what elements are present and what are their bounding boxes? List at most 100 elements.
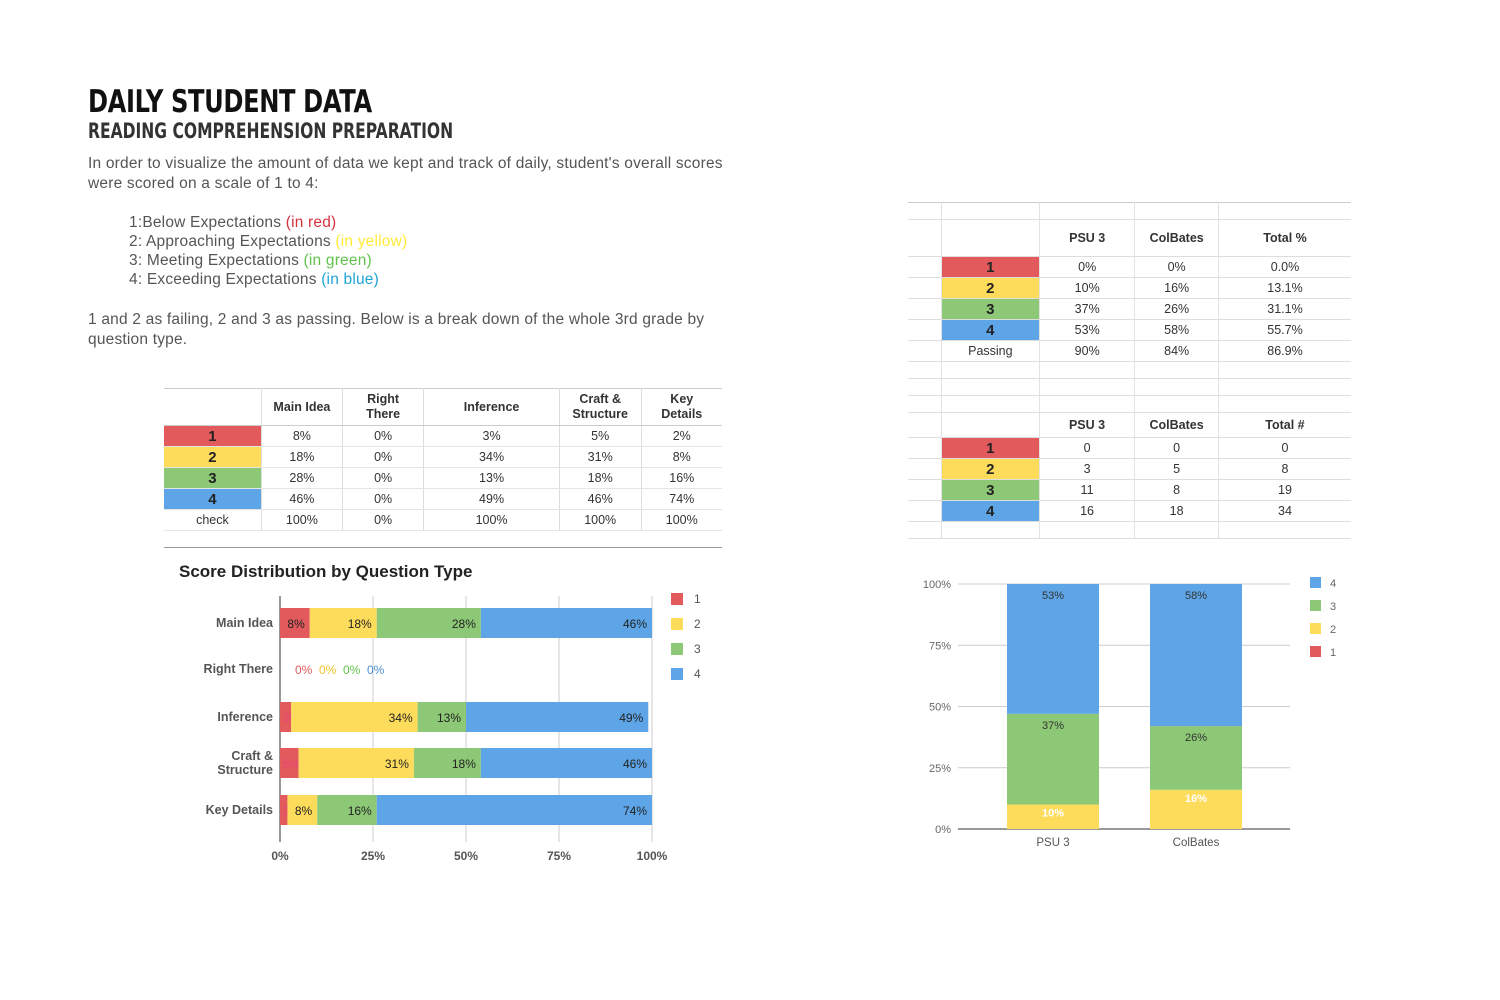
table-row: 3 37% 26% 31.1% bbox=[908, 298, 1351, 320]
table-row: 3 28% 0% 13% 18% 16% bbox=[164, 467, 722, 489]
legend-swatch bbox=[671, 643, 683, 655]
legend-swatch bbox=[1310, 600, 1321, 611]
x-category-label: PSU 3 bbox=[1036, 837, 1069, 849]
data-label: 34% bbox=[389, 711, 413, 725]
legend-swatch bbox=[1310, 623, 1321, 634]
table-header-cell bbox=[941, 412, 1040, 438]
y-category-label: Craft & bbox=[231, 749, 273, 763]
bar-segment bbox=[480, 748, 652, 778]
x-tick-label: 50% bbox=[454, 849, 478, 863]
question-type-table: Main Idea Right There Inference Craft & … bbox=[164, 388, 722, 548]
bar-segment bbox=[1007, 804, 1099, 829]
legend-label: 1 bbox=[1330, 647, 1336, 659]
legend-swatch bbox=[671, 593, 683, 605]
data-label: 8% bbox=[295, 804, 313, 818]
level-item: 3: Meeting Expectations (in green) bbox=[129, 252, 372, 269]
data-label: 26% bbox=[1185, 732, 1207, 744]
bar-segment bbox=[280, 608, 310, 638]
table-row: 1 8% 0% 3% 5% 2% bbox=[164, 425, 722, 447]
data-label: 0% bbox=[343, 663, 361, 677]
legend-swatch bbox=[671, 618, 683, 630]
table-header-cell: Total % bbox=[1218, 219, 1351, 257]
table-header-cell: Key Details bbox=[641, 388, 722, 426]
data-label: 46% bbox=[623, 757, 647, 771]
table-header-cell: ColBates bbox=[1134, 412, 1219, 438]
table-row: 3 11 8 19 bbox=[908, 479, 1351, 501]
data-label: 58% bbox=[1185, 590, 1207, 602]
y-tick-label: 75% bbox=[929, 640, 951, 652]
intro-text: In order to visualize the amount of data… bbox=[88, 155, 723, 192]
bar-segment bbox=[376, 608, 481, 638]
bar-segment bbox=[309, 608, 377, 638]
level-item: 2: Approaching Expectations (in yellow) bbox=[129, 233, 408, 250]
data-label: 16% bbox=[1185, 793, 1207, 805]
data-label: 8% bbox=[287, 617, 305, 631]
data-label: 74% bbox=[623, 804, 647, 818]
legend-label: 4 bbox=[694, 667, 701, 681]
table-header-cell bbox=[164, 388, 262, 426]
x-tick-label: 0% bbox=[271, 849, 289, 863]
x-tick-label: 25% bbox=[361, 849, 385, 863]
bar-segment bbox=[298, 748, 414, 778]
y-tick-label: 50% bbox=[929, 702, 951, 714]
data-label: 49% bbox=[619, 711, 643, 725]
data-label: 0% bbox=[367, 663, 385, 677]
chart-title: Score Distribution by Question Type bbox=[179, 562, 472, 581]
x-category-label: ColBates bbox=[1173, 837, 1220, 849]
bar-segment bbox=[317, 795, 377, 825]
bar-segment bbox=[280, 795, 288, 825]
legend-label: 2 bbox=[694, 617, 701, 631]
y-tick-label: 25% bbox=[929, 763, 951, 775]
bar-segment bbox=[466, 702, 649, 732]
x-tick-label: 100% bbox=[637, 849, 668, 863]
data-label: 37% bbox=[1042, 720, 1064, 732]
table-row: check 100% 0% 100% 100% 100% bbox=[164, 509, 722, 531]
table-header-cell: Craft & Structure bbox=[559, 388, 642, 426]
bar-segment bbox=[376, 795, 652, 825]
y-tick-label: 0% bbox=[935, 824, 951, 836]
explanation-text: 1 and 2 as failing, 2 and 3 as passing. … bbox=[88, 311, 705, 348]
data-label: 18% bbox=[452, 757, 476, 771]
data-label: 18% bbox=[348, 617, 372, 631]
legend-swatch bbox=[671, 668, 683, 680]
data-label: 0% bbox=[319, 663, 337, 677]
table-row: 2 18% 0% 34% 31% 8% bbox=[164, 446, 722, 468]
bar-segment bbox=[1150, 584, 1242, 727]
percent-table: PSU 3 ColBates Total % 1 0% 0% 0.0% 2 10% 16%… bbox=[908, 202, 1351, 396]
data-label: 0% bbox=[295, 663, 313, 677]
page-subtitle: READING COMPREHENSION PREPARATION bbox=[88, 119, 454, 143]
data-label: 46% bbox=[623, 617, 647, 631]
page-title: DAILY STUDENT DATA bbox=[88, 84, 372, 120]
table-header-cell: PSU 3 bbox=[1039, 219, 1136, 257]
bar-segment bbox=[480, 608, 652, 638]
table-header-cell: Total # bbox=[1218, 412, 1351, 438]
data-label: 5% bbox=[283, 757, 301, 771]
y-category-label: Right There bbox=[204, 662, 273, 676]
level-item: 1:Below Expectations (in red) bbox=[129, 214, 337, 231]
bar-segment bbox=[1007, 713, 1099, 805]
table-header-cell: Right There bbox=[342, 388, 425, 426]
bar-segment bbox=[1150, 789, 1242, 829]
y-category-label: Structure bbox=[217, 763, 273, 777]
y-category-label: Key Details bbox=[206, 803, 273, 817]
legend-label: 1 bbox=[694, 592, 701, 606]
bar-segment bbox=[287, 795, 318, 825]
bar-segment bbox=[417, 702, 466, 732]
level-item: 4: Exceeding Expectations (in blue) bbox=[129, 271, 379, 288]
table-header-cell bbox=[941, 219, 1041, 257]
legend-label: 3 bbox=[694, 642, 701, 656]
table-row: 4 53% 58% 55.7% bbox=[908, 319, 1351, 341]
legend-label: 2 bbox=[1330, 624, 1336, 636]
bar-segment bbox=[291, 702, 418, 732]
bar-segment bbox=[1150, 726, 1242, 790]
score-levels-list: 1:Below Expectations (in red) 2: Approac… bbox=[129, 213, 407, 289]
y-category-label: Main Idea bbox=[216, 616, 274, 630]
data-label: 28% bbox=[452, 617, 476, 631]
bar-segment bbox=[1007, 584, 1099, 714]
legend-swatch bbox=[1310, 646, 1321, 657]
y-tick-label: 100% bbox=[923, 579, 951, 591]
bar-segment bbox=[280, 702, 292, 732]
